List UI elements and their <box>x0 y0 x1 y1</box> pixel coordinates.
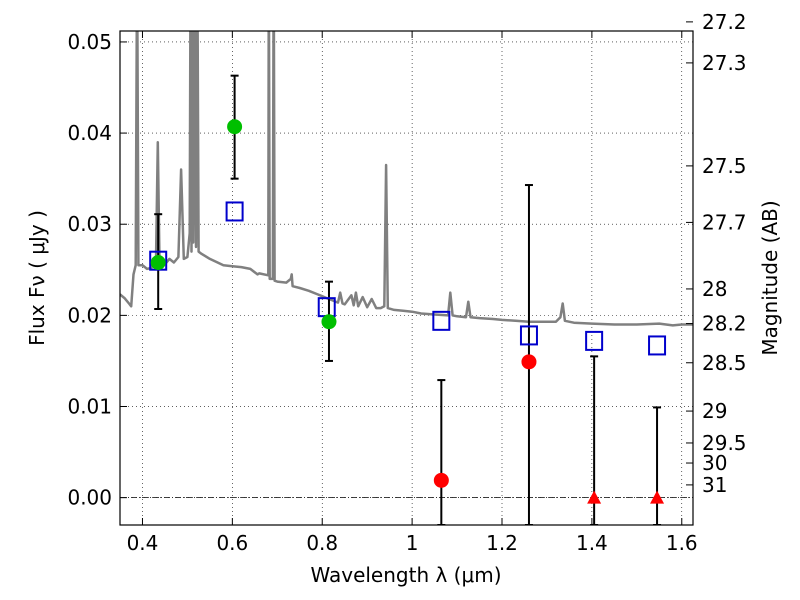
x-tick-label: 0.8 <box>306 531 338 555</box>
y-tick-label: 0.05 <box>67 30 112 54</box>
open-square-marker <box>432 310 451 331</box>
magnitude-tick-label: 27.7 <box>702 210 747 234</box>
triangle-marker <box>587 490 602 504</box>
model-spectrum-line <box>120 31 693 327</box>
open-square-marker <box>519 325 538 346</box>
x-axis-label: Wavelength λ (μm) <box>310 563 501 587</box>
y-tick-label: 0.03 <box>67 212 112 236</box>
marker-layer <box>149 119 667 504</box>
open-square-marker <box>585 330 604 351</box>
magnitude-tick-label: 29 <box>702 399 727 423</box>
right-axis-label: Magnitude (AB) <box>758 200 782 355</box>
ticks: 0.4 0.6 0.8 1 1.2 1.4 1.6 0.00 0.01 0.02 0.03 0.04 0… <box>67 10 746 555</box>
magnitude-tick-label: 27.3 <box>702 51 747 75</box>
filled-circle-marker <box>150 255 166 271</box>
y-tick-label: 0.01 <box>67 395 112 419</box>
x-tick-label: 0.6 <box>216 531 248 555</box>
plot-frame <box>119 30 694 526</box>
magnitude-tick-label: 28 <box>702 277 727 301</box>
x-tick-label: 0.4 <box>127 531 159 555</box>
magnitude-tick-label: 28.5 <box>702 351 747 375</box>
filled-circle-marker <box>227 119 243 135</box>
x-tick-label: 1.4 <box>576 531 608 555</box>
magnitude-tick-label: 30 <box>702 451 727 475</box>
open-square-marker <box>225 201 244 222</box>
filled-circle-marker <box>321 314 337 330</box>
magnitude-tick-label: 31 <box>702 473 727 497</box>
x-tick-label: 1.2 <box>486 531 518 555</box>
magnitude-tick-label: 27.2 <box>702 10 747 34</box>
model-spectrum-layer <box>120 31 693 327</box>
magnitude-tick-label: 28.2 <box>702 312 747 336</box>
y-tick-label: 0.02 <box>67 303 112 327</box>
magnitude-tick-label: 27.5 <box>702 154 747 178</box>
triangle-marker <box>650 490 665 504</box>
filled-circle-marker <box>521 354 537 370</box>
y-axis-label: Flux Fν ( μJy ) <box>25 210 49 346</box>
filled-circle-marker <box>433 472 449 488</box>
open-square-marker <box>648 335 667 356</box>
y-tick-label: 0.04 <box>67 121 112 145</box>
x-tick-label: 1.6 <box>666 531 698 555</box>
x-tick-label: 1 <box>406 531 419 555</box>
magnitude-tick-label: 29.5 <box>702 431 747 455</box>
y-tick-label: 0.00 <box>67 486 112 510</box>
